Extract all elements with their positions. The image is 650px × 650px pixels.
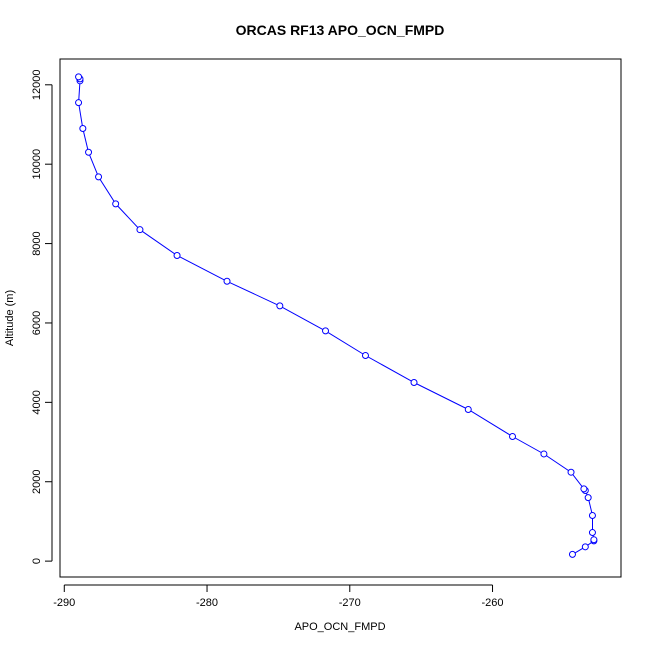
x-tick-label: -280 bbox=[196, 597, 218, 609]
y-tick-label: 0 bbox=[31, 558, 43, 564]
data-point bbox=[509, 432, 517, 440]
y-tick-label: 6000 bbox=[31, 311, 43, 335]
data-point bbox=[79, 124, 87, 132]
data-point bbox=[590, 536, 598, 544]
data-point bbox=[567, 468, 575, 476]
x-axis: -290 -280 -270 -260 bbox=[53, 584, 504, 609]
data-point bbox=[361, 352, 369, 360]
y-tick-label: 4000 bbox=[31, 390, 43, 414]
data-point bbox=[584, 494, 592, 502]
data-point bbox=[85, 148, 93, 156]
x-tick-label: -270 bbox=[339, 597, 361, 609]
data-point bbox=[75, 73, 83, 81]
data-point bbox=[540, 450, 548, 458]
data-point bbox=[568, 550, 576, 558]
y-axis-label: Altitude (m) bbox=[4, 290, 16, 346]
data-point bbox=[223, 277, 231, 285]
data-point bbox=[322, 327, 330, 335]
y-tick-label: 12000 bbox=[31, 70, 43, 101]
data-point bbox=[410, 379, 418, 387]
data-point bbox=[276, 302, 284, 310]
data-point bbox=[580, 485, 588, 493]
y-tick-label: 2000 bbox=[31, 469, 43, 493]
plot-frame bbox=[59, 58, 622, 578]
data-point bbox=[581, 543, 589, 551]
data-point bbox=[136, 226, 144, 234]
series-line bbox=[78, 76, 595, 555]
data-point bbox=[173, 251, 181, 259]
x-tick-label: -290 bbox=[53, 597, 75, 609]
y-tick-label: 8000 bbox=[31, 231, 43, 255]
x-tick-label: -260 bbox=[482, 597, 504, 609]
series-layer bbox=[75, 73, 598, 558]
data-point bbox=[588, 529, 596, 537]
chart-title: ORCAS RF13 APO_OCN_FMPD bbox=[236, 22, 445, 38]
data-point bbox=[588, 511, 596, 519]
data-point bbox=[95, 173, 103, 181]
data-point bbox=[112, 200, 120, 208]
x-axis-label: APO_OCN_FMPD bbox=[294, 621, 385, 633]
data-point bbox=[464, 405, 472, 413]
data-point bbox=[75, 99, 83, 107]
y-tick-label: 10000 bbox=[31, 149, 43, 180]
y-axis: 0 2000 4000 6000 8000 10000 12000 bbox=[31, 70, 53, 564]
